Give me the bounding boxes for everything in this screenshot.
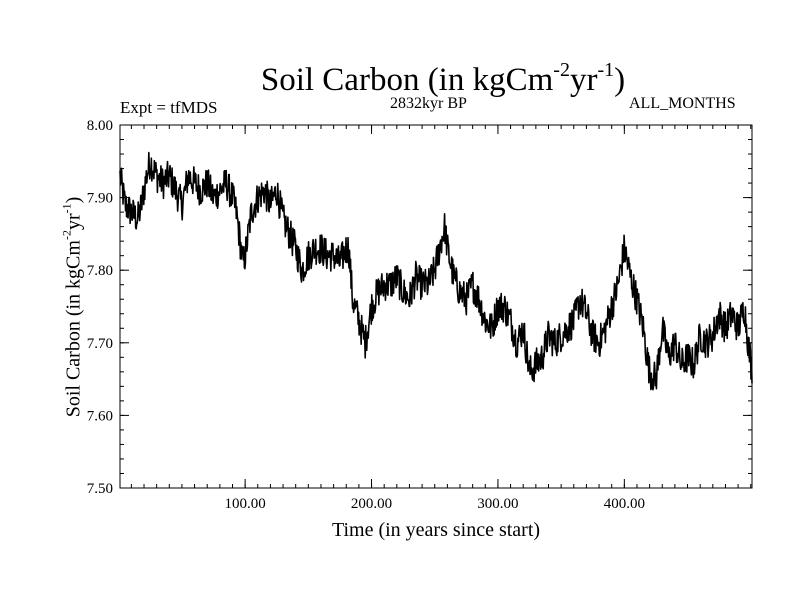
x-tick-label: 100.00 xyxy=(225,496,266,512)
experiment-label: Expt = tfMDS xyxy=(120,98,218,117)
chart-title: Soil Carbon (in kgCm-2yr-1) xyxy=(260,59,626,98)
x-tick-label: 300.00 xyxy=(477,496,518,512)
y-tick-label: 7.70 xyxy=(87,336,113,352)
y-tick-label: 7.50 xyxy=(87,481,113,497)
tick-labels: 100.00 200.00 300.00 400.00 7.50 7.60 7.70 7.80… xyxy=(87,118,645,512)
months-label: ALL_MONTHS xyxy=(629,95,736,112)
y-tick-label: 8.00 xyxy=(87,118,113,134)
y-tick-label: 7.60 xyxy=(87,408,113,424)
x-axis-label: Time (in years since start) xyxy=(331,519,541,541)
plot-frame xyxy=(119,124,753,489)
series-line-soil-carbon xyxy=(119,151,753,391)
major-ticks xyxy=(120,124,752,489)
y-tick-label: 7.90 xyxy=(87,191,113,207)
y-tick-label: 7.80 xyxy=(87,263,113,279)
period-label: 2832kyr BP xyxy=(390,95,467,112)
x-tick-label: 400.00 xyxy=(604,496,645,512)
minor-ticks xyxy=(120,124,752,489)
x-tick-label: 200.00 xyxy=(351,496,392,512)
